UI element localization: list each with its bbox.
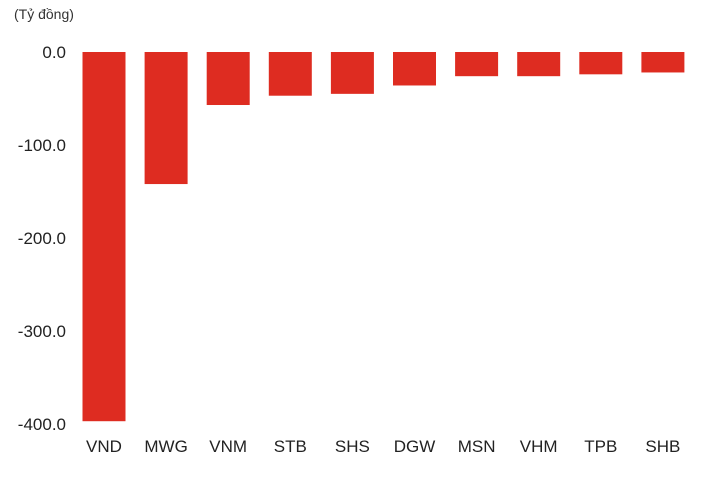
bar-mwg	[144, 52, 188, 185]
x-tick-label-shs: SHS	[335, 437, 370, 456]
y-tick-label: -400.0	[18, 415, 66, 434]
x-tick-label-vhm: VHM	[520, 437, 558, 456]
x-tick-label-vnm: VNM	[209, 437, 247, 456]
x-tick-label-shb: SHB	[645, 437, 680, 456]
x-tick-label-mwg: MWG	[144, 437, 187, 456]
y-tick-label: -200.0	[18, 229, 66, 248]
bars	[82, 52, 685, 422]
x-tick-label-dgw: DGW	[394, 437, 436, 456]
bar-tpb	[579, 52, 623, 75]
y-tick-label: -100.0	[18, 136, 66, 155]
bar-stb	[268, 52, 312, 96]
unit-label: (Tỷ đồng)	[14, 6, 74, 22]
y-tick-label: 0.0	[42, 43, 66, 62]
bar-shb	[641, 52, 685, 73]
x-tick-label-stb: STB	[274, 437, 307, 456]
bar-dgw	[393, 52, 436, 86]
x-tick-label-vnd: VND	[86, 437, 122, 456]
x-axis-labels: VND MWG VNM STB SHS DGW MSN VHM TPB SHB	[86, 437, 680, 456]
y-axis-ticks: 0.0 -100.0 -200.0 -300.0 -400.0	[18, 43, 66, 434]
bar-vnd	[82, 52, 126, 422]
y-tick-label: -300.0	[18, 322, 66, 341]
x-tick-label-msn: MSN	[458, 437, 496, 456]
bar-vnm	[206, 52, 250, 106]
bar-msn	[455, 52, 499, 77]
bar-vhm	[517, 52, 561, 77]
x-tick-label-tpb: TPB	[584, 437, 617, 456]
bar-shs	[330, 52, 374, 94]
